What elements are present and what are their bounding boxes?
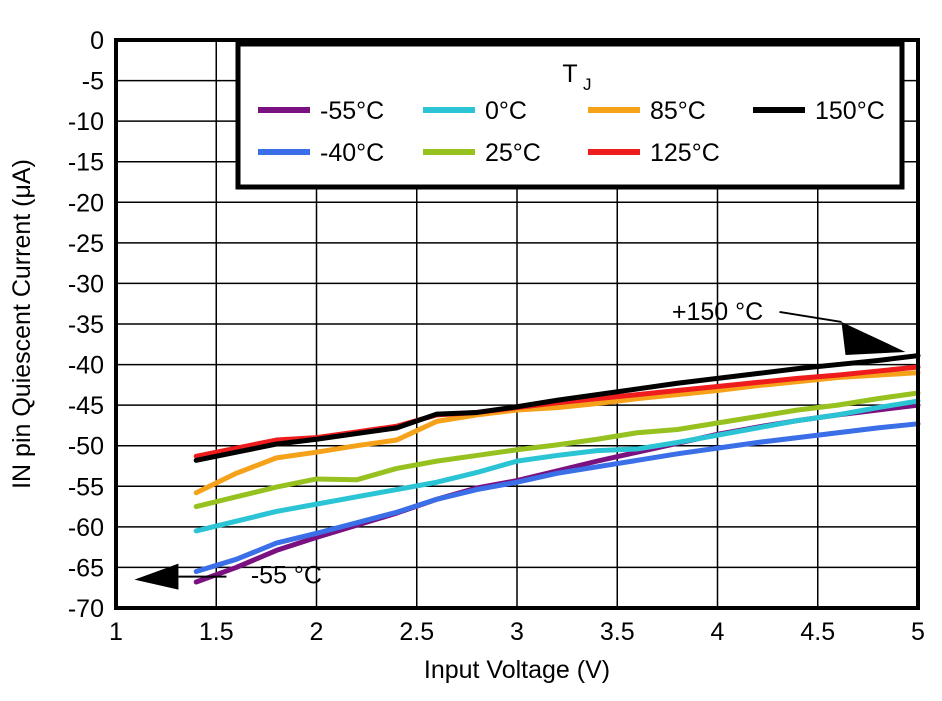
y-tick-label: -15 [68, 149, 104, 177]
plot-area-border [114, 38, 920, 610]
legend-entries: -55°C 0°C 85°C 150°C -40°C 25°C 125°C [258, 97, 885, 167]
legend-label: 85°C [650, 97, 706, 125]
x-tick-label: 1 [109, 618, 123, 646]
legend-label: 0°C [485, 97, 527, 125]
y-tick-label: -70 [68, 595, 104, 623]
y-tick-label: -60 [68, 514, 104, 542]
y-tick-label: -50 [68, 433, 104, 461]
series-line-85c [193, 370, 921, 496]
annotation-150c-leader [779, 310, 842, 323]
x-tick-label: 5 [911, 618, 925, 646]
y-tick-label: -45 [68, 392, 104, 420]
annotation-150c-arrowhead [841, 321, 906, 355]
x-axis-title: Input Voltage (V) [424, 656, 610, 684]
series-line-25c [193, 390, 921, 510]
legend-box [235, 41, 905, 190]
annotation-55c-arrowhead [134, 563, 179, 590]
series-line-150c [193, 353, 921, 463]
legend-label: 25°C [485, 139, 541, 167]
legend-entry-0c[interactable]: 0°C [423, 97, 527, 125]
x-tick-label: 3.5 [600, 618, 635, 646]
y-tick-label: -30 [68, 270, 104, 298]
y-axis-tick-labels: 0 -5 -10 -15 -20 -25 -30 -35 -40 -45 -50 -55 -60 -65 -… [68, 27, 104, 623]
series-line-40c [193, 421, 921, 574]
legend-entry-150c[interactable]: 150°C [753, 97, 885, 125]
y-tick-label: -40 [68, 352, 104, 380]
x-tick-label: 4 [711, 618, 725, 646]
y-tick-label: 0 [90, 27, 104, 55]
x-tick-label: 4.5 [800, 618, 835, 646]
legend-title: T [562, 60, 577, 88]
legend-label: 125°C [650, 139, 720, 167]
x-tick-label: 2.5 [399, 618, 434, 646]
legend-title-subscript: J [583, 75, 592, 94]
legend-entry-25c[interactable]: 25°C [423, 139, 541, 167]
legend-label: -40°C [320, 139, 384, 167]
y-tick-label: -35 [68, 311, 104, 339]
legend-entry-85c[interactable]: 85°C [588, 97, 706, 125]
y-tick-label: -5 [82, 68, 104, 96]
y-tick-label: -25 [68, 230, 104, 258]
annotations-layer: +150 °C -55 °C [134, 298, 906, 590]
annotation-150c-label: +150 °C [672, 298, 763, 326]
data-series-layer [193, 353, 921, 585]
legend-label: 150°C [815, 97, 885, 125]
y-tick-label: -20 [68, 189, 104, 217]
y-tick-label: -10 [68, 108, 104, 136]
series-line-0c [193, 398, 921, 534]
legend-entry-40c[interactable]: -40°C [258, 139, 384, 167]
x-tick-label: 1.5 [199, 618, 234, 646]
x-tick-label: 2 [310, 618, 324, 646]
y-tick-label: -65 [68, 554, 104, 582]
legend-entry-125c[interactable]: 125°C [588, 139, 720, 167]
x-axis-tick-labels: 1 1.5 2 2.5 3 3.5 4 4.5 5 [109, 618, 925, 646]
legend[interactable]: T J -55°C 0°C 85°C 150°C -40°C 25°C 125°C [235, 41, 905, 190]
annotation-55c-label: -55 °C [251, 562, 322, 590]
legend-entry-55c[interactable]: -55°C [258, 97, 384, 125]
y-tick-label: -55 [68, 473, 104, 501]
x-tick-label: 3 [510, 618, 524, 646]
y-axis-title: IN pin Quiescent Current (μA) [8, 159, 36, 489]
legend-label: -55°C [320, 97, 384, 125]
